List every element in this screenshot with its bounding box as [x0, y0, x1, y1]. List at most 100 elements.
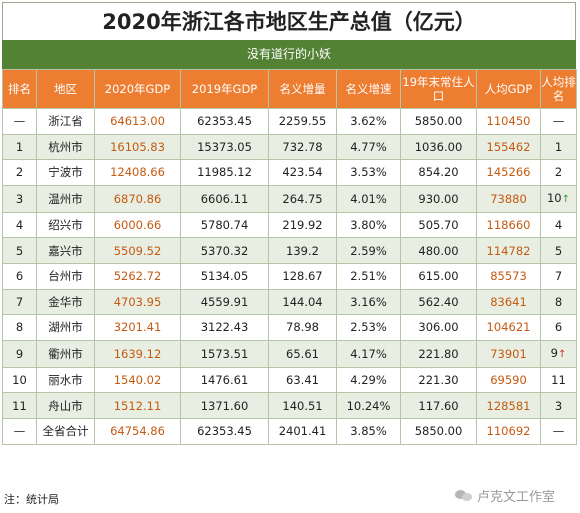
- cell-pc-rank: 5: [540, 237, 577, 264]
- pc-rank-value: —: [552, 424, 565, 439]
- cell-growth: 4.01%: [336, 184, 401, 213]
- cell-population: 306.00: [400, 314, 477, 341]
- cell-per-capita: 118660: [476, 211, 541, 239]
- cell-increase: 2401.41: [268, 417, 337, 445]
- cell-rank: 3: [2, 184, 37, 213]
- cell-region: 宁波市: [36, 159, 95, 186]
- cell-gdp2019: 62353.45: [180, 108, 269, 135]
- arrow-up-icon: ↑: [557, 348, 567, 360]
- cell-rank: 10: [2, 366, 37, 394]
- cell-gdp2019: 11985.12: [180, 159, 269, 186]
- table-row: 9 衢州市 1639.12 1573.51 65.61 4.17% 221.80 73901 9…: [2, 339, 577, 368]
- cell-gdp2020: 4703.95: [94, 288, 181, 316]
- cell-pc-rank: 3: [540, 392, 577, 419]
- pc-rank-value: —: [552, 114, 565, 129]
- col-header-per-capita: 人均GDP: [476, 69, 541, 109]
- cell-growth: 3.53%: [336, 159, 401, 186]
- cell-increase: 423.54: [268, 159, 337, 186]
- cell-population: 221.80: [400, 339, 477, 368]
- cell-gdp2019: 4559.91: [180, 288, 269, 316]
- pc-rank-value: 9: [550, 345, 558, 360]
- table-header-row: 排名 地区 2020年GDP 2019年GDP 名义增量 名义增速 19年末常住…: [2, 69, 577, 109]
- cell-pc-rank: —: [540, 417, 577, 445]
- cell-per-capita: 155462: [476, 133, 541, 161]
- cell-growth: 4.17%: [336, 339, 401, 368]
- cell-gdp2019: 62353.45: [180, 417, 269, 445]
- cell-population: 5850.00: [400, 417, 477, 445]
- cell-population: 615.00: [400, 262, 477, 290]
- arrow-up-icon: ↑: [561, 193, 571, 205]
- table-row: — 浙江省 64613.00 62353.45 2259.55 3.62% 5850.00 1…: [2, 108, 577, 135]
- cell-pc-rank: 8: [540, 288, 577, 316]
- cell-per-capita: 104621: [476, 314, 541, 341]
- cell-growth: 3.16%: [336, 288, 401, 316]
- cell-region: 杭州市: [36, 133, 95, 161]
- cell-gdp2019: 15373.05: [180, 133, 269, 161]
- cell-increase: 732.78: [268, 133, 337, 161]
- cell-rank: 5: [2, 237, 37, 264]
- col-header-region: 地区: [36, 69, 95, 109]
- cell-rank: —: [2, 417, 37, 445]
- col-header-increase: 名义增量: [268, 69, 337, 109]
- cell-per-capita: 114782: [476, 237, 541, 264]
- cell-gdp2020: 6870.86: [94, 184, 181, 213]
- source-note: 注：统计局: [4, 493, 59, 506]
- cell-region: 丽水市: [36, 366, 95, 394]
- cell-per-capita: 145266: [476, 159, 541, 186]
- table-body: — 浙江省 64613.00 62353.45 2259.55 3.62% 5850.00 1…: [2, 108, 577, 445]
- cell-population: 854.20: [400, 159, 477, 186]
- cell-gdp2020: 1639.12: [94, 339, 181, 368]
- pc-rank-value: 1: [554, 139, 563, 154]
- cell-pc-rank: 9↑: [540, 339, 577, 368]
- cell-gdp2020: 1512.11: [94, 392, 181, 419]
- cell-region: 嘉兴市: [36, 237, 95, 264]
- cell-rank: 6: [2, 262, 37, 290]
- cell-pc-rank: —: [540, 108, 577, 135]
- subtitle-banner: 没有道行的小妖: [2, 40, 576, 69]
- cell-population: 1036.00: [400, 133, 477, 161]
- cell-rank: 2: [2, 159, 37, 186]
- cell-population: 562.40: [400, 288, 477, 316]
- cell-pc-rank: 11: [540, 366, 577, 394]
- pc-rank-value: 7: [554, 269, 563, 284]
- cell-gdp2020: 16105.83: [94, 133, 181, 161]
- pc-rank-value: 11: [551, 373, 566, 388]
- cell-rank: —: [2, 108, 37, 135]
- table-row: — 全省合计 64754.86 62353.45 2401.41 3.85% 5850.00…: [2, 417, 577, 445]
- watermark-text: 卢克文工作室: [477, 490, 556, 505]
- cell-population: 480.00: [400, 237, 477, 264]
- cell-increase: 219.92: [268, 211, 337, 239]
- pc-rank-value: 3: [554, 398, 563, 413]
- cell-per-capita: 128581: [476, 392, 541, 419]
- cell-gdp2020: 6000.66: [94, 211, 181, 239]
- cell-region: 温州市: [36, 184, 95, 213]
- cell-region: 湖州市: [36, 314, 95, 341]
- cell-rank: 9: [2, 339, 37, 368]
- cell-growth: 2.53%: [336, 314, 401, 341]
- pc-rank-value: 8: [554, 294, 563, 309]
- watermark: 卢克文工作室: [455, 486, 555, 505]
- col-header-growth: 名义增速: [336, 69, 401, 109]
- cell-region: 绍兴市: [36, 211, 95, 239]
- cell-gdp2019: 5134.05: [180, 262, 269, 290]
- cell-gdp2019: 5780.74: [180, 211, 269, 239]
- cell-gdp2019: 6606.11: [180, 184, 269, 213]
- table-row: 5 嘉兴市 5509.52 5370.32 139.2 2.59% 480.00 114782…: [2, 237, 577, 264]
- cell-increase: 264.75: [268, 184, 337, 213]
- col-header-gdp2020: 2020年GDP: [94, 69, 181, 109]
- page-title: 2020年浙江各市地区生产总值（亿元）: [2, 2, 576, 40]
- cell-per-capita: 83641: [476, 288, 541, 316]
- table-row: 4 绍兴市 6000.66 5780.74 219.92 3.80% 505.70 11866…: [2, 211, 577, 239]
- cell-increase: 63.41: [268, 366, 337, 394]
- cell-population: 221.30: [400, 366, 477, 394]
- cell-growth: 3.85%: [336, 417, 401, 445]
- cell-increase: 65.61: [268, 339, 337, 368]
- cell-gdp2019: 1371.60: [180, 392, 269, 419]
- cell-population: 930.00: [400, 184, 477, 213]
- table-row: 10 丽水市 1540.02 1476.61 63.41 4.29% 221.30 69590…: [2, 366, 577, 394]
- cell-per-capita: 73901: [476, 339, 541, 368]
- cell-rank: 8: [2, 314, 37, 341]
- cell-pc-rank: 10↑: [540, 184, 577, 213]
- table-row: 1 杭州市 16105.83 15373.05 732.78 4.77% 1036.00 15…: [2, 133, 577, 161]
- cell-increase: 139.2: [268, 237, 337, 264]
